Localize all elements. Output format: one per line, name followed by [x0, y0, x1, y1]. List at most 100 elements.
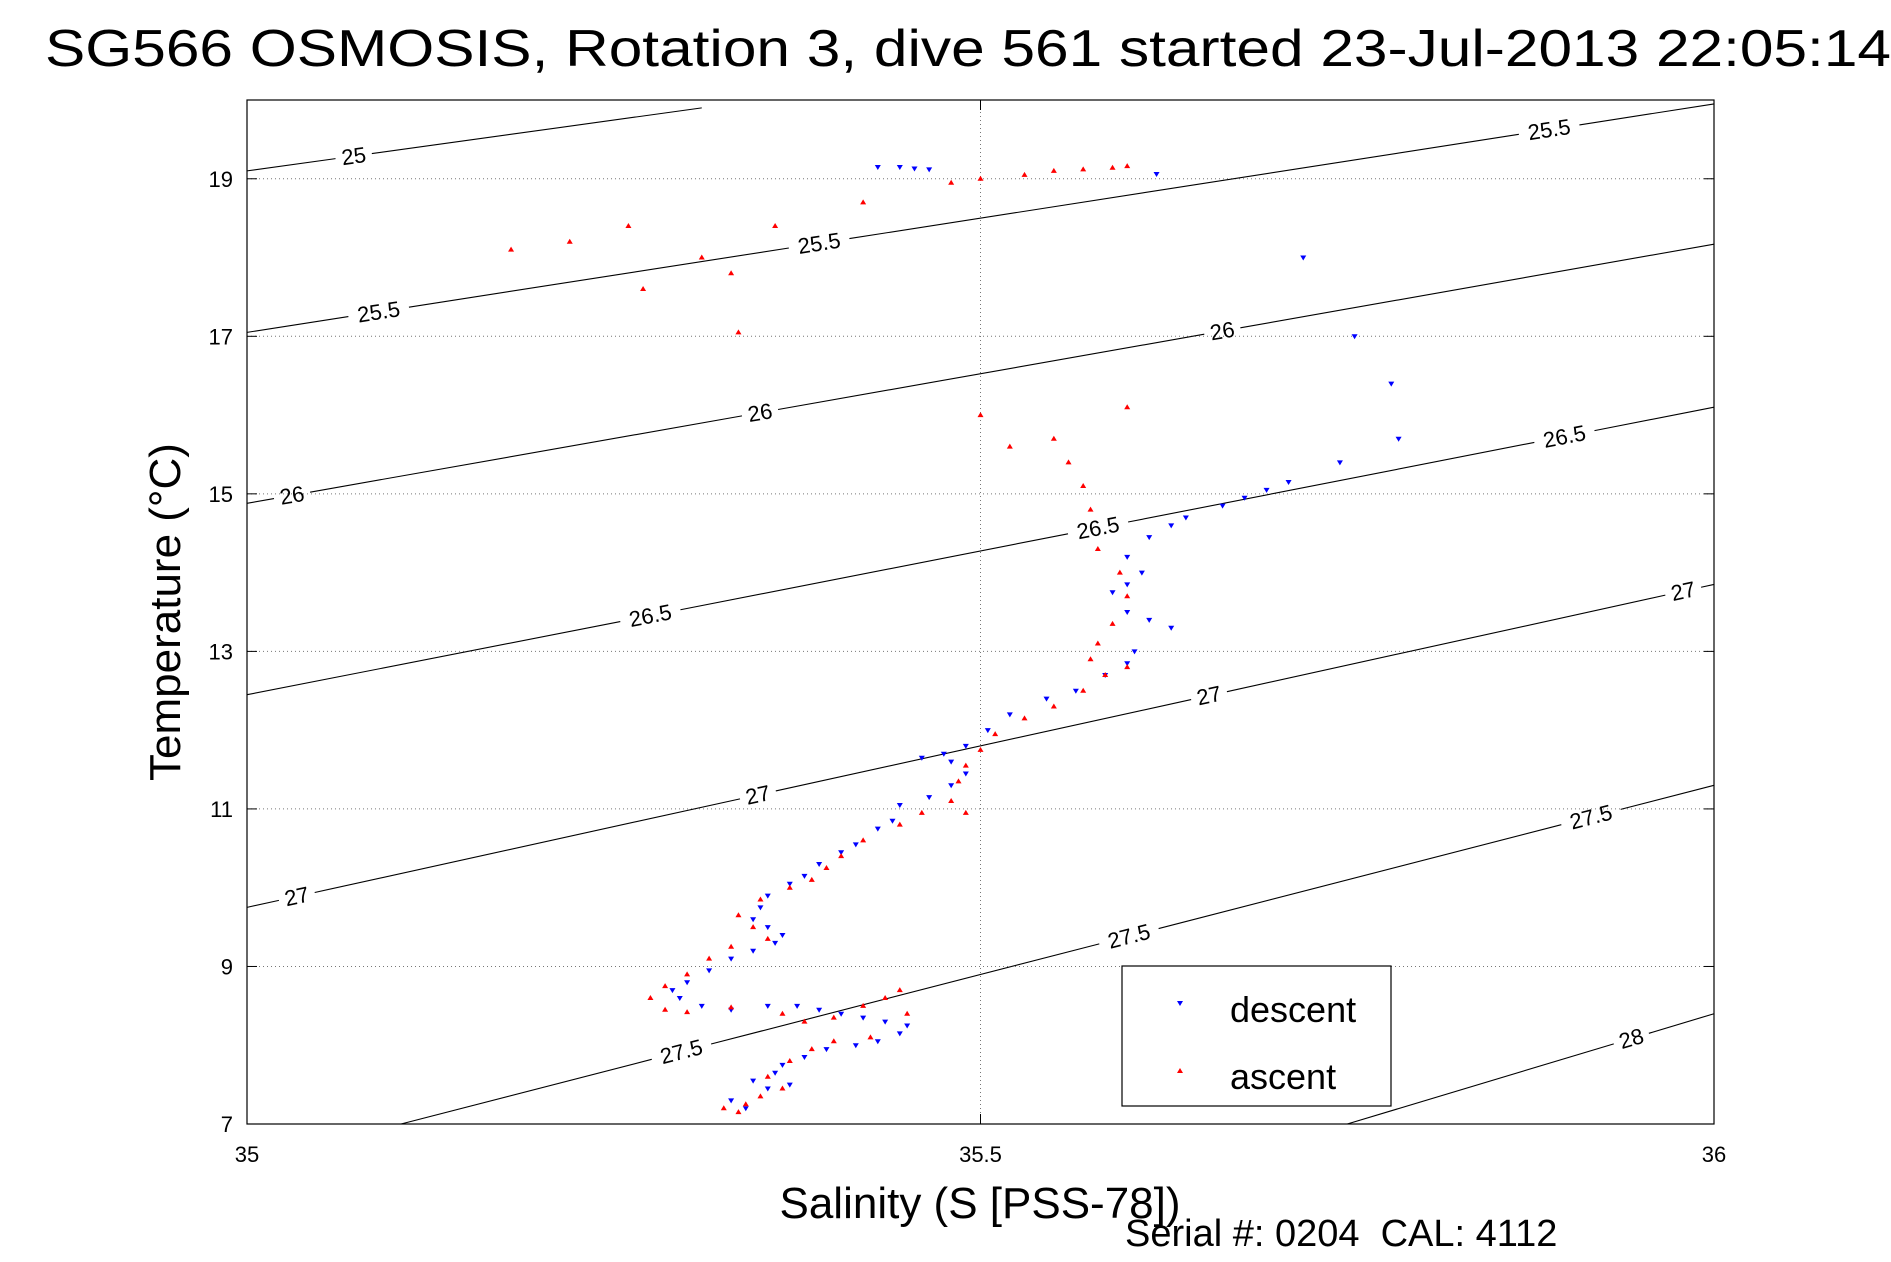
contour-line: [246, 899, 280, 908]
contour-line: [1620, 784, 1715, 810]
point-ascent: [896, 821, 903, 827]
contour-line: [1240, 243, 1715, 329]
point-ascent: [962, 809, 969, 815]
contour-label: 27: [282, 882, 311, 912]
point-descent: [757, 905, 764, 911]
x-tick-label: 35: [235, 1142, 259, 1167]
chart-title: SG566 OSMOSIS, Rotation 3, dive 561 star…: [45, 20, 1891, 78]
y-axis-label: Temperature (°C): [141, 443, 190, 781]
point-ascent: [838, 853, 845, 859]
point-ascent: [977, 175, 984, 181]
point-descent: [1182, 515, 1189, 521]
contour-label: 25: [340, 142, 368, 170]
point-ascent: [808, 1046, 815, 1052]
point-ascent: [706, 955, 713, 961]
point-ascent: [764, 935, 771, 941]
point-ascent: [757, 896, 764, 902]
point-ascent: [1094, 545, 1101, 551]
axis-ticks: 35 35.5 36 7 9 11 13 15 17 19: [209, 100, 1726, 1167]
point-ascent: [779, 1010, 786, 1016]
legend-marker-ascent: [1177, 1068, 1183, 1073]
plot-area: 2525.525.525.526262626.526.526.527272727…: [209, 99, 1726, 1167]
point-descent: [1146, 617, 1153, 623]
point-descent: [786, 1082, 793, 1088]
x-tick-label: 36: [1702, 1142, 1726, 1167]
point-descent: [816, 1007, 823, 1013]
point-descent: [984, 728, 991, 734]
point-descent: [801, 1055, 808, 1061]
contour-label: 26: [1208, 317, 1236, 346]
point-ascent: [948, 798, 955, 804]
point-descent: [823, 1047, 830, 1053]
contour-label: 26: [746, 398, 774, 427]
point-ascent: [662, 1006, 669, 1012]
point-ascent: [779, 1085, 786, 1091]
point-ascent: [1080, 687, 1087, 693]
point-ascent: [566, 238, 573, 244]
point-descent: [1124, 661, 1131, 667]
point-ascent: [1021, 715, 1028, 721]
point-ascent: [735, 329, 742, 335]
point-ascent: [1109, 620, 1116, 626]
point-ascent: [764, 1073, 771, 1079]
point-descent: [962, 743, 969, 749]
point-ascent: [882, 994, 889, 1000]
point-ascent: [962, 762, 969, 768]
x-axis-label: Salinity (S [PSS-78]): [779, 1179, 1180, 1228]
point-descent: [764, 893, 771, 899]
point-ascent: [1109, 164, 1116, 170]
point-descent: [1072, 688, 1079, 694]
point-ascent: [860, 199, 867, 205]
point-descent: [926, 167, 933, 173]
point-ascent: [728, 1004, 735, 1010]
legend-box: [1121, 965, 1392, 1107]
point-ascent: [1124, 664, 1131, 670]
contour-line: [710, 943, 1100, 1045]
contour-line: [1158, 824, 1562, 930]
point-descent: [750, 1078, 757, 1084]
point-descent: [896, 164, 903, 170]
point-descent: [1168, 523, 1175, 529]
point-descent: [742, 1106, 749, 1112]
contour-line: [775, 698, 1192, 792]
point-ascent: [808, 876, 815, 882]
point-ascent: [955, 778, 962, 784]
point-ascent: [1102, 672, 1109, 678]
contour-label: 27: [1194, 681, 1223, 711]
point-descent: [874, 1039, 881, 1045]
point-descent: [750, 948, 757, 954]
point-ascent: [735, 1109, 742, 1115]
point-descent: [779, 1062, 786, 1068]
legend-label-ascent: ascent: [1230, 1056, 1336, 1097]
point-descent: [706, 968, 713, 974]
point-ascent: [786, 884, 793, 890]
contour-line: [400, 1058, 652, 1125]
serial-cal-note: Serial #: 0204 CAL: 4112: [1125, 1213, 1557, 1255]
point-descent: [1300, 255, 1307, 261]
point-descent: [896, 802, 903, 808]
point-ascent: [1094, 640, 1101, 646]
point-descent: [1263, 487, 1270, 493]
contour-label: 26: [278, 481, 306, 510]
point-descent: [786, 881, 793, 887]
point-descent: [779, 932, 786, 938]
point-descent: [904, 1023, 911, 1029]
series-ascent: [508, 163, 1131, 1115]
point-ascent: [896, 987, 903, 993]
contour-line: [1128, 441, 1535, 523]
contour-line: [1579, 103, 1715, 126]
point-ascent: [684, 1009, 691, 1015]
point-ascent: [735, 912, 742, 918]
contour-line: [246, 158, 336, 172]
point-descent: [669, 988, 676, 994]
point-ascent: [1124, 593, 1131, 599]
point-descent: [698, 1003, 705, 1009]
point-descent: [1219, 503, 1226, 509]
point-ascent: [728, 270, 735, 276]
series-descent: [669, 164, 1402, 1112]
point-ascent: [772, 223, 779, 229]
point-ascent: [860, 837, 867, 843]
point-ascent: [1050, 703, 1057, 709]
contour-line: [246, 316, 349, 333]
